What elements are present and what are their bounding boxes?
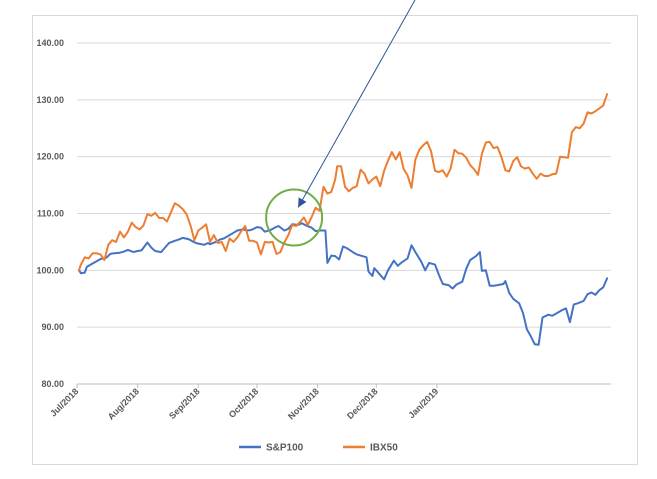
- y-tick-label: 110.00: [37, 209, 64, 219]
- y-tick-label: 130.00: [36, 95, 64, 105]
- y-tick-label: 90.00: [41, 322, 64, 332]
- y-tick-label: 140.00: [36, 38, 64, 48]
- annotation-arrow-head: [298, 197, 307, 208]
- y-tick-label: 80.00: [41, 379, 64, 389]
- chart-area-border: [32, 15, 638, 465]
- gridlines: [77, 42, 611, 385]
- series-line-ibx50: [78, 93, 609, 272]
- y-tick-label: 120.00: [36, 152, 64, 162]
- annotations: [265, 0, 416, 247]
- legend-label: S&P100: [266, 443, 304, 454]
- legend-label: IBX50: [370, 443, 398, 454]
- series-lines: [78, 93, 609, 346]
- series-line-sp100: [78, 222, 609, 346]
- y-axis-tick-labels: 80.00 90.00 100.00 110.00 120.00 130.00 140.00: [36, 38, 64, 389]
- legend: S&P100 IBX50: [239, 443, 398, 454]
- annotation-circle: [265, 188, 324, 247]
- y-tick-label: 100.00: [36, 265, 64, 275]
- annotation-arrow-shaft: [297, 0, 416, 208]
